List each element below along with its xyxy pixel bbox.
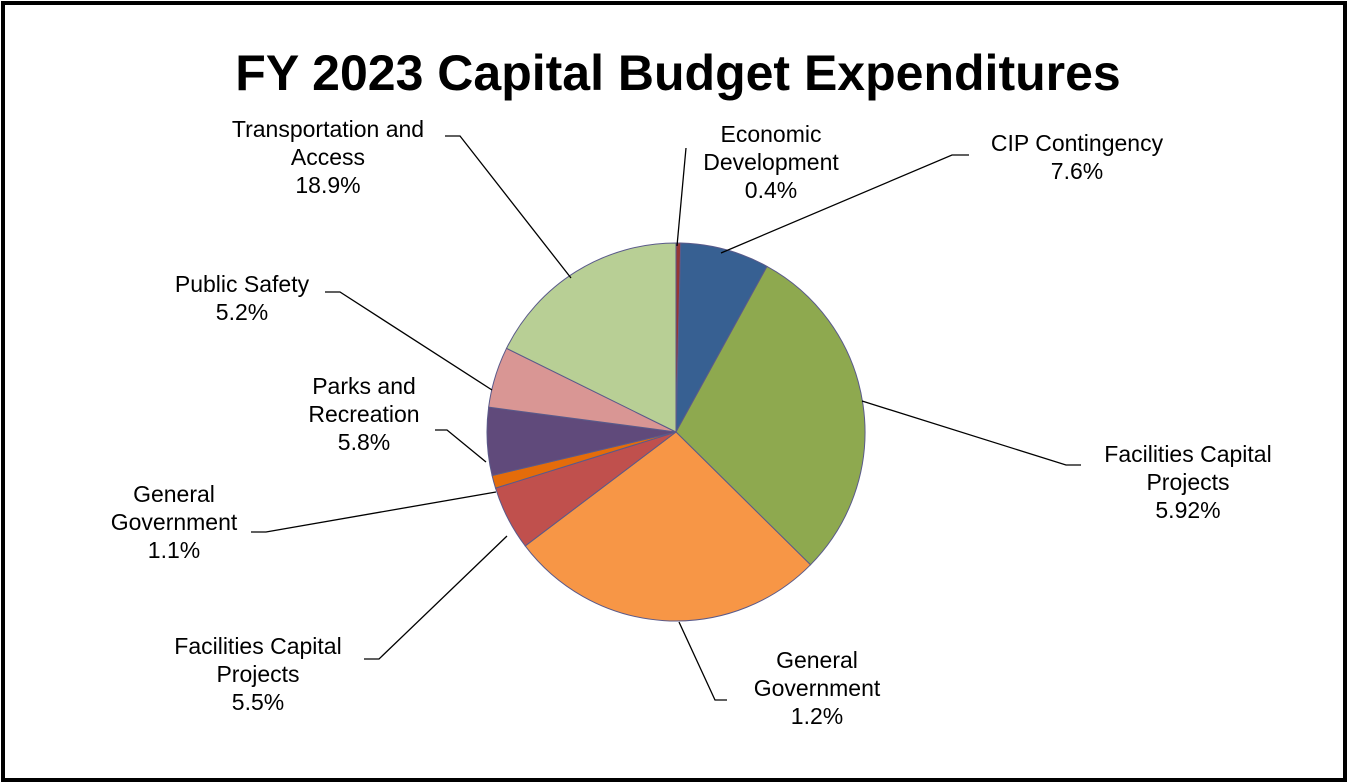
pie-slice-9: [505, 242, 677, 433]
leader-lines: [251, 135, 1081, 701]
leader-line-3: [861, 400, 1081, 466]
leader-line-9: [445, 135, 572, 279]
pie-slices: [486, 242, 866, 622]
slice-labels: Economic Development 0.4% CIP Contingency 7.…: [111, 116, 1272, 729]
pie-slice-3: [675, 265, 866, 566]
chart-title: FY 2023 Capital Budget Expenditures: [235, 45, 1120, 101]
slice-label-6: General Government 1.1%: [111, 481, 238, 563]
slice-label-4: General Government 1.2%: [754, 647, 881, 729]
pie-slice-4: [524, 431, 812, 622]
leader-line-8: [325, 291, 493, 391]
leader-line-2: [720, 154, 969, 254]
leader-line-4: [678, 621, 727, 701]
slice-label-3: Facilities Capital Projects 5.92%: [1104, 441, 1271, 523]
slice-label-9: Transportation and Access 18.9%: [232, 116, 424, 198]
slice-label-2: CIP Contingency 7.6%: [991, 130, 1164, 184]
leader-line-6: [251, 491, 497, 533]
slice-label-8: Public Safety 5.2%: [175, 271, 310, 325]
slice-label-5: Facilities Capital Projects 5.5%: [174, 633, 341, 715]
slice-label-7: Parks and Recreation 5.8%: [308, 373, 419, 455]
leader-line-1: [676, 147, 687, 247]
slice-label-1: Economic Development 0.4%: [703, 121, 839, 203]
leader-line-5: [364, 535, 508, 660]
leader-line-7: [435, 429, 487, 463]
